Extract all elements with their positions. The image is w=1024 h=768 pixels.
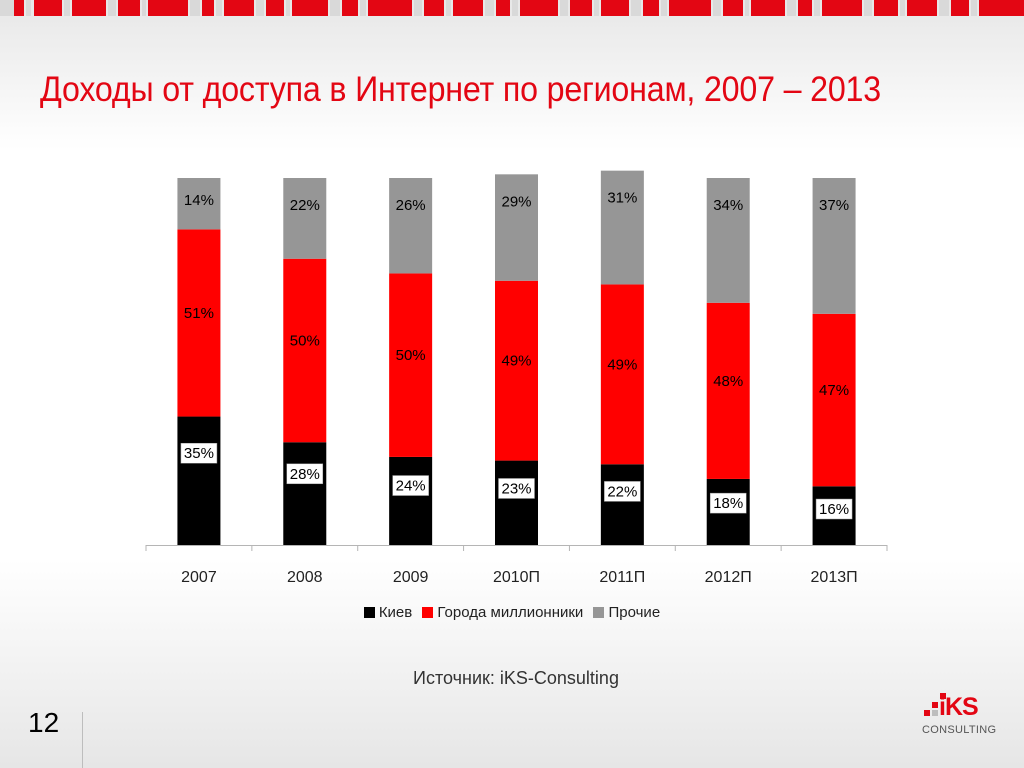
bar-segment-other-6 bbox=[812, 178, 856, 314]
data-label-cities-0: 51% bbox=[184, 305, 214, 322]
bar-segment-cities-3 bbox=[495, 280, 538, 461]
data-label-cities-5: 48% bbox=[713, 373, 743, 390]
top-stripes-decoration bbox=[0, 0, 1024, 16]
bar-segment-cities-5 bbox=[706, 302, 750, 479]
bar-segment-cities-2 bbox=[389, 273, 433, 457]
x-tick-label-5: 2012П bbox=[705, 569, 752, 586]
x-tick-label-0: 2007 bbox=[181, 569, 217, 586]
data-label-box-kiev-6 bbox=[815, 498, 853, 520]
data-label-kiev-4: 22% bbox=[607, 483, 637, 500]
page-number: 12 bbox=[28, 707, 60, 738]
data-label-kiev-0: 35% bbox=[184, 445, 214, 462]
bar-segment-other-4 bbox=[600, 170, 644, 285]
data-label-other-3: 29% bbox=[501, 193, 531, 210]
data-label-kiev-6: 16% bbox=[819, 501, 849, 518]
bar-segment-other-0 bbox=[177, 178, 221, 230]
x-tick-label-3: 2010П bbox=[493, 569, 540, 586]
data-label-other-5: 34% bbox=[713, 197, 743, 214]
x-tick-label-1: 2008 bbox=[287, 569, 323, 586]
bar-segment-kiev-0 bbox=[177, 416, 221, 545]
legend-swatch-kiev bbox=[363, 607, 375, 618]
bar-segment-other-5 bbox=[706, 178, 750, 303]
data-label-cities-4: 49% bbox=[607, 356, 637, 373]
bar-segment-kiev-4 bbox=[600, 464, 644, 545]
page-divider bbox=[82, 712, 83, 768]
data-label-box-kiev-1 bbox=[286, 463, 324, 485]
data-label-kiev-5: 18% bbox=[713, 495, 743, 512]
data-label-box-kiev-5 bbox=[709, 492, 747, 514]
bar-segment-kiev-1 bbox=[283, 442, 327, 545]
legend-item-other: Прочие bbox=[593, 604, 660, 621]
x-tick-label-6: 2013П bbox=[811, 569, 858, 586]
bar-segment-kiev-3 bbox=[495, 460, 538, 545]
data-label-other-1: 22% bbox=[290, 197, 320, 214]
data-label-cities-1: 50% bbox=[290, 332, 320, 349]
data-label-kiev-1: 28% bbox=[290, 466, 320, 483]
legend-label-other: Прочие bbox=[608, 604, 661, 621]
data-label-box-kiev-4 bbox=[604, 481, 641, 502]
bar-segment-cities-6 bbox=[812, 313, 856, 487]
legend-label-cities: Города миллионники bbox=[437, 604, 584, 621]
logo-text: iKS bbox=[939, 693, 979, 721]
data-label-other-0: 14% bbox=[184, 192, 214, 209]
x-tick-label-2: 2009 bbox=[393, 569, 429, 586]
data-label-kiev-3: 23% bbox=[501, 480, 531, 497]
bar-segment-kiev-2 bbox=[389, 456, 433, 545]
data-label-box-kiev-3 bbox=[498, 478, 535, 499]
data-label-box-kiev-2 bbox=[392, 475, 429, 496]
x-tick-label-4: 2011П bbox=[599, 569, 645, 586]
bar-segment-other-3 bbox=[495, 174, 538, 281]
iks-logo-icon bbox=[924, 693, 946, 716]
data-label-cities-2: 50% bbox=[396, 347, 426, 364]
legend-item-cities: Города миллионники bbox=[422, 604, 583, 621]
logo-subtext: CONSULTING bbox=[922, 724, 997, 736]
legend-swatch-other bbox=[593, 607, 605, 618]
bar-segment-cities-1 bbox=[283, 258, 327, 443]
chart-legend: Киев Города миллионники Прочие bbox=[0, 604, 1024, 621]
legend-label-kiev: Киев bbox=[378, 604, 413, 621]
bar-segment-other-2 bbox=[389, 178, 433, 274]
bar-segment-cities-4 bbox=[600, 284, 644, 465]
bar-segment-other-1 bbox=[283, 178, 327, 259]
legend-item-kiev: Киев bbox=[363, 604, 413, 621]
data-label-box-kiev-0 bbox=[180, 442, 218, 464]
data-label-cities-6: 47% bbox=[819, 382, 849, 399]
data-label-other-6: 37% bbox=[819, 197, 849, 214]
slide-title: Доходы от доступа в Интернет по регионам… bbox=[40, 70, 882, 109]
source-note: Источник: iKS-Consulting bbox=[413, 668, 619, 688]
data-label-other-4: 31% bbox=[607, 190, 637, 207]
bar-segment-cities-0 bbox=[177, 229, 221, 417]
data-label-other-2: 26% bbox=[396, 197, 426, 214]
legend-swatch-cities bbox=[422, 607, 434, 618]
data-label-kiev-2: 24% bbox=[396, 478, 426, 495]
data-label-cities-3: 49% bbox=[501, 353, 531, 370]
